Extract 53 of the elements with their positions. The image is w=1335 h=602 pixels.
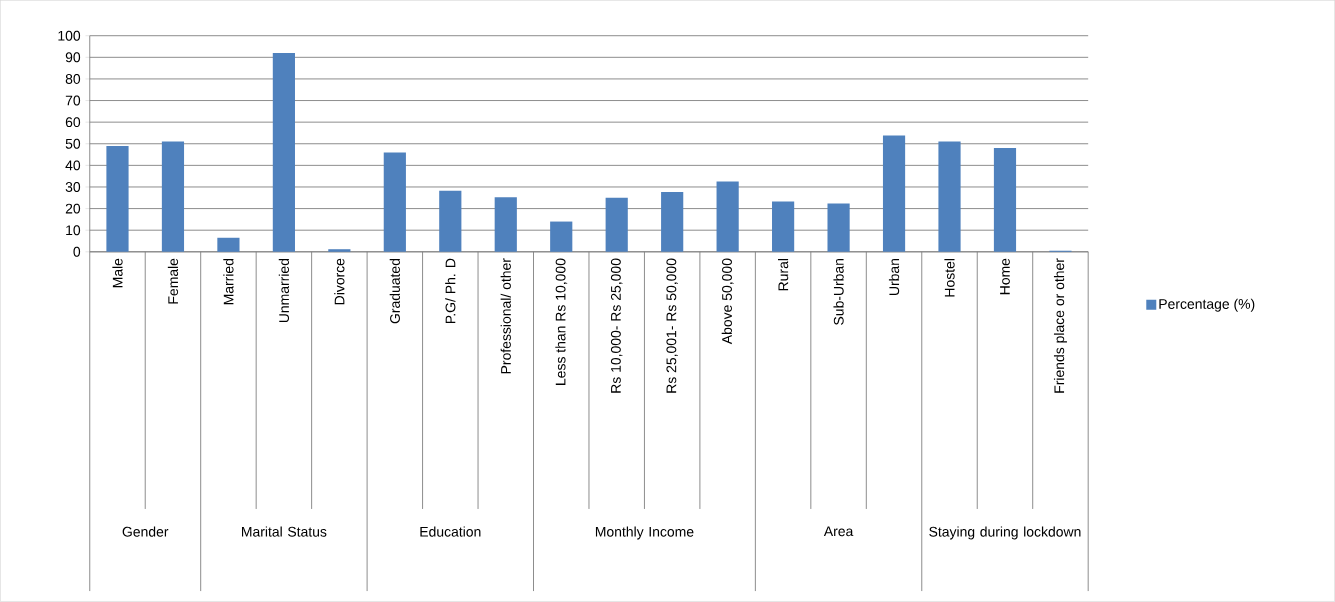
x-tick-label: Rs 25,001- Rs 50,000 [666,258,678,393]
bar [272,53,295,252]
bar [550,221,573,252]
y-tick-label: 60 [65,117,81,128]
text: Gender [122,526,169,537]
bar [772,201,795,252]
bar [161,141,185,252]
bar [383,152,406,252]
x-tick-label: Rural [777,259,789,291]
x-tick-label: Less than Rs 10,000 [555,258,568,386]
y-tick-label: 90 [65,52,81,63]
legend-label: Percentage (%) [1159,298,1255,312]
bar [993,148,1017,252]
x-tick-label: Married [223,259,234,305]
bar [494,197,517,252]
y-tick-label: 20 [65,203,81,214]
x-tick-label: Above 50,000 [721,258,734,345]
bar [882,135,906,252]
y-tick-label: 50 [65,138,81,149]
bar [827,203,850,252]
y-tick-label: 70 [65,95,81,106]
bar [328,249,351,252]
y-tick-label: 0 [73,247,81,257]
bar [938,141,961,252]
x-tick-label: Hostel [944,259,955,297]
bar [106,146,129,252]
bar [716,181,739,252]
x-tick-label: Graduated [389,259,400,324]
x-tick-label: Urban [888,259,900,296]
y-tick-label: 30 [65,182,81,193]
text: Marital Status [241,526,327,537]
text: Monthly Income [595,526,694,540]
bar [217,237,240,252]
x-tick-label: Professional/ other [500,258,511,374]
x-tick-label: Female [167,258,179,304]
x-tick-label: Home [1000,258,1010,295]
y-tick-label: 80 [65,74,81,85]
x-tick-label: Sub-Urban [833,259,844,326]
text: Education [420,526,481,537]
y-tick-label: 10 [66,225,81,236]
x-tick-label: P.G/ Ph. D [445,258,456,324]
x-tick-label: Male [112,258,123,288]
x-tick-label: Divorce [334,258,345,305]
bar [661,192,684,252]
text: Area [823,526,854,537]
x-tick-label: Friends place or other [1053,258,1067,393]
text: Staying during lockdown [929,526,1081,540]
x-tick-label: Unmarried [278,259,290,323]
y-tick-label: 100 [58,30,81,41]
bar [439,191,462,252]
y-tick-label: 40 [65,160,81,171]
bar [605,197,628,252]
x-tick-label: Rs 10,000- Rs 25,000 [610,258,623,393]
